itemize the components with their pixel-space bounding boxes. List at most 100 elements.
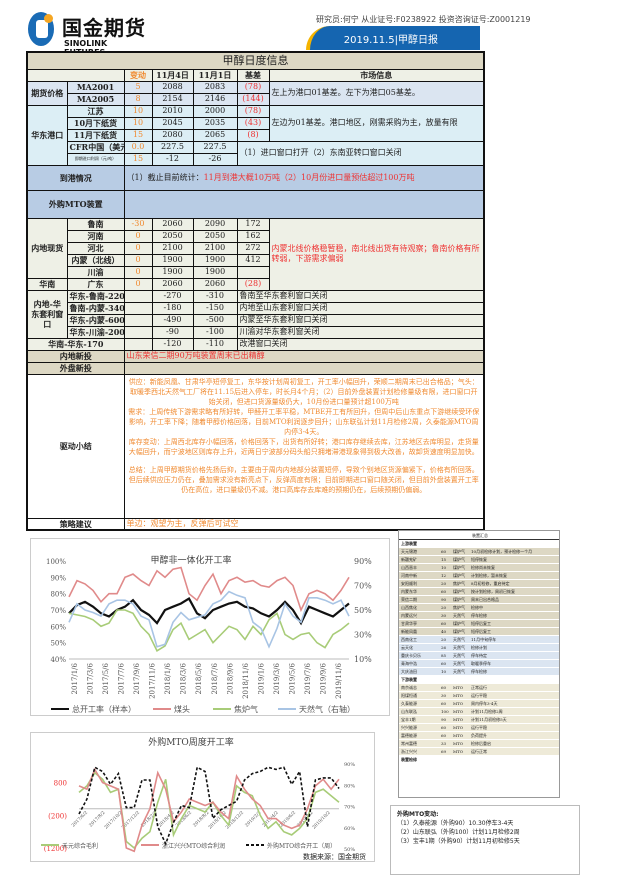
cell: 鲁南至华东套利窗口关闭: [236, 289, 485, 303]
rt-cell: 100: [441, 709, 449, 714]
x-tick-label: 2017/3/6: [86, 662, 94, 694]
row-label: 华南-华东-170: [26, 337, 125, 351]
y-tick-label: 50%: [50, 640, 66, 648]
cell: -500: [192, 313, 238, 327]
x-tick-label: 2019/10/2: [311, 810, 332, 831]
rt-cell: 内蒙东华: [401, 589, 417, 594]
inventory-text: 库存变动：上周西北库存小幅回落，价格回落下，出货有所好转；港口库存继续去库，江苏…: [128, 437, 479, 456]
legend-label: 天然气（右轴）: [299, 704, 355, 714]
driver-label: 驱动小结: [26, 373, 125, 519]
rt-cell: 新疆兖矿: [401, 557, 417, 562]
arrival-label: 到港情况: [26, 164, 125, 191]
rt-section: 下游装置: [401, 677, 417, 682]
rt-cell: 天然气: [453, 637, 465, 642]
x-tick-label: 2019/11/6: [335, 662, 343, 698]
cell: 10: [123, 116, 153, 130]
y-tick-label: 70%: [50, 607, 66, 615]
row-label: 广东: [66, 277, 125, 291]
x-tick-label: 2017/11/6: [149, 662, 157, 698]
rt-row: 安阳顺利 20 焦炉气 8月初检修，重启待定: [399, 580, 559, 588]
rt-cell: 30: [441, 613, 447, 618]
y2-tick-label: 50%: [354, 606, 372, 615]
methanol-daily-table: 甲醇日度信息 变动 11月4日 11月1日 基差 市场信息 期货价格 MA2001 5 20…: [26, 51, 485, 531]
chart2-title: 外购MTO周度开工率: [148, 736, 234, 748]
rt-row: 常州富德 33 MTO 检修后重启: [399, 740, 559, 748]
rt-cell: MTO: [453, 701, 464, 706]
rt-cell: 60: [441, 733, 447, 738]
y2-tick-label: 60%: [344, 826, 355, 832]
legend-label: 总开工率（样本）: [72, 704, 136, 714]
cell: 2060: [151, 217, 194, 231]
cell: 2083: [192, 80, 238, 94]
rt-cell: 90: [441, 717, 447, 722]
cell: [236, 265, 270, 279]
rt-cell: 重庆卡贝乐: [401, 653, 421, 658]
cell: 0: [123, 241, 153, 255]
logo-dot-icon: [44, 14, 53, 23]
legend-label: 禾元综合毛利: [62, 842, 98, 850]
rt-cell: 煤炉气: [453, 549, 465, 554]
demand-text: 需求：上周传统下游需求略有所好转，甲醛开工率平稳，MTBE开工有所回升，但周中后…: [128, 407, 480, 436]
x-tick-label: 2018/8/2: [192, 810, 211, 829]
futures-info: 左上为港口01基差。左下为港口05基差。: [268, 80, 485, 106]
rt-cell: 按计划检修，周初已恢复: [471, 589, 515, 594]
row-label: 华东-鲁南-220: [66, 289, 125, 303]
rt-row: 甘肃华亭 60 煤炉气 短停后复工: [399, 620, 559, 628]
rt-cell: 短停后复工: [471, 621, 491, 626]
series-line: [68, 609, 350, 652]
rt-cell: 90: [441, 597, 447, 602]
cell: 2100: [192, 241, 238, 255]
rt-row: 兴兴能源 60 MTO 运行平稳: [399, 724, 559, 732]
rt-cell: MTO: [453, 749, 464, 754]
cell: 8: [123, 92, 153, 106]
rt-cell: 30: [441, 693, 447, 698]
row-label: 河北: [66, 241, 125, 255]
rt-cell: 60: [441, 725, 447, 730]
row-label: 10月下纸货: [66, 116, 125, 130]
operating-rate-chart: 甲醇非一体化开工率 100% 90% 80% 70% 60% 50% 40% 90% 70% 50…: [30, 538, 390, 716]
cell: 2080: [151, 128, 194, 142]
series-line: [68, 590, 350, 649]
cell: -310: [192, 289, 238, 303]
cell: 412: [236, 253, 270, 267]
cell: (28): [236, 277, 270, 291]
inland-info: 内蒙北线价格稳暂稳，南北线出货有待观察；鲁南价格有所转弱，下游需求偏弱: [268, 217, 485, 291]
rt-cell: 河南中新: [401, 573, 417, 578]
rt-row: 内蒙远兴 30 天然气 停车检修: [399, 612, 559, 620]
x-tick-label: 2017/5/6: [102, 662, 110, 694]
rt-cell: 青海中浩: [401, 661, 417, 666]
arrival-info: （1）截止目前统计：11月到港大概10万吨（2）10月份进口量预估超过100万吨: [123, 164, 485, 191]
cell: -26: [192, 152, 238, 166]
rt-cell: 运行正常: [471, 749, 487, 754]
y-tick-label: 40%: [50, 656, 66, 664]
rt-row: 新能凤凰 40 煤炉气 短停后复工: [399, 628, 559, 636]
row-label: 川渝: [66, 265, 125, 279]
rt-cell: 60: [441, 685, 447, 690]
rt-cell: 检修后重启: [471, 741, 491, 746]
rt-cell: 60: [441, 701, 447, 706]
series-line: [78, 766, 340, 846]
cell: 1900: [192, 253, 238, 267]
cell: 2060: [151, 277, 194, 291]
cell: -270: [151, 289, 194, 303]
cell: 2010: [151, 104, 194, 118]
cell: -150: [192, 301, 238, 315]
rt-row: 富德能源 60 MTO 负荷提升: [399, 732, 559, 740]
x-tick-label: 2017/9/6: [133, 662, 141, 694]
col-change: 变动: [123, 68, 153, 82]
sinolink-logo: 国金期货 SINOLINK FUTURES: [28, 10, 148, 57]
x-tick-label: 2018/12/2: [225, 810, 246, 831]
y-tick-label: 90%: [50, 574, 66, 582]
rt-cell: 10月初检修计划，预计检修一个月: [471, 549, 533, 554]
col-nov1: 11月1日: [192, 68, 238, 82]
cell: 1900: [151, 265, 194, 279]
x-tick-label: 2019/1/6: [257, 662, 265, 694]
cell: 2154: [151, 92, 194, 106]
cell: 川渝对华东套利窗关闭: [236, 325, 485, 339]
cell: 2045: [151, 116, 194, 130]
cell: 内蒙至华东套利窗口关闭: [236, 313, 485, 327]
x-tick-label: 2018/11/6: [242, 662, 250, 698]
x-tick-label: 2019/7/6: [304, 662, 312, 694]
rt-cell: MTO: [453, 741, 464, 746]
rt-title-text: 装置汇总: [472, 532, 488, 538]
